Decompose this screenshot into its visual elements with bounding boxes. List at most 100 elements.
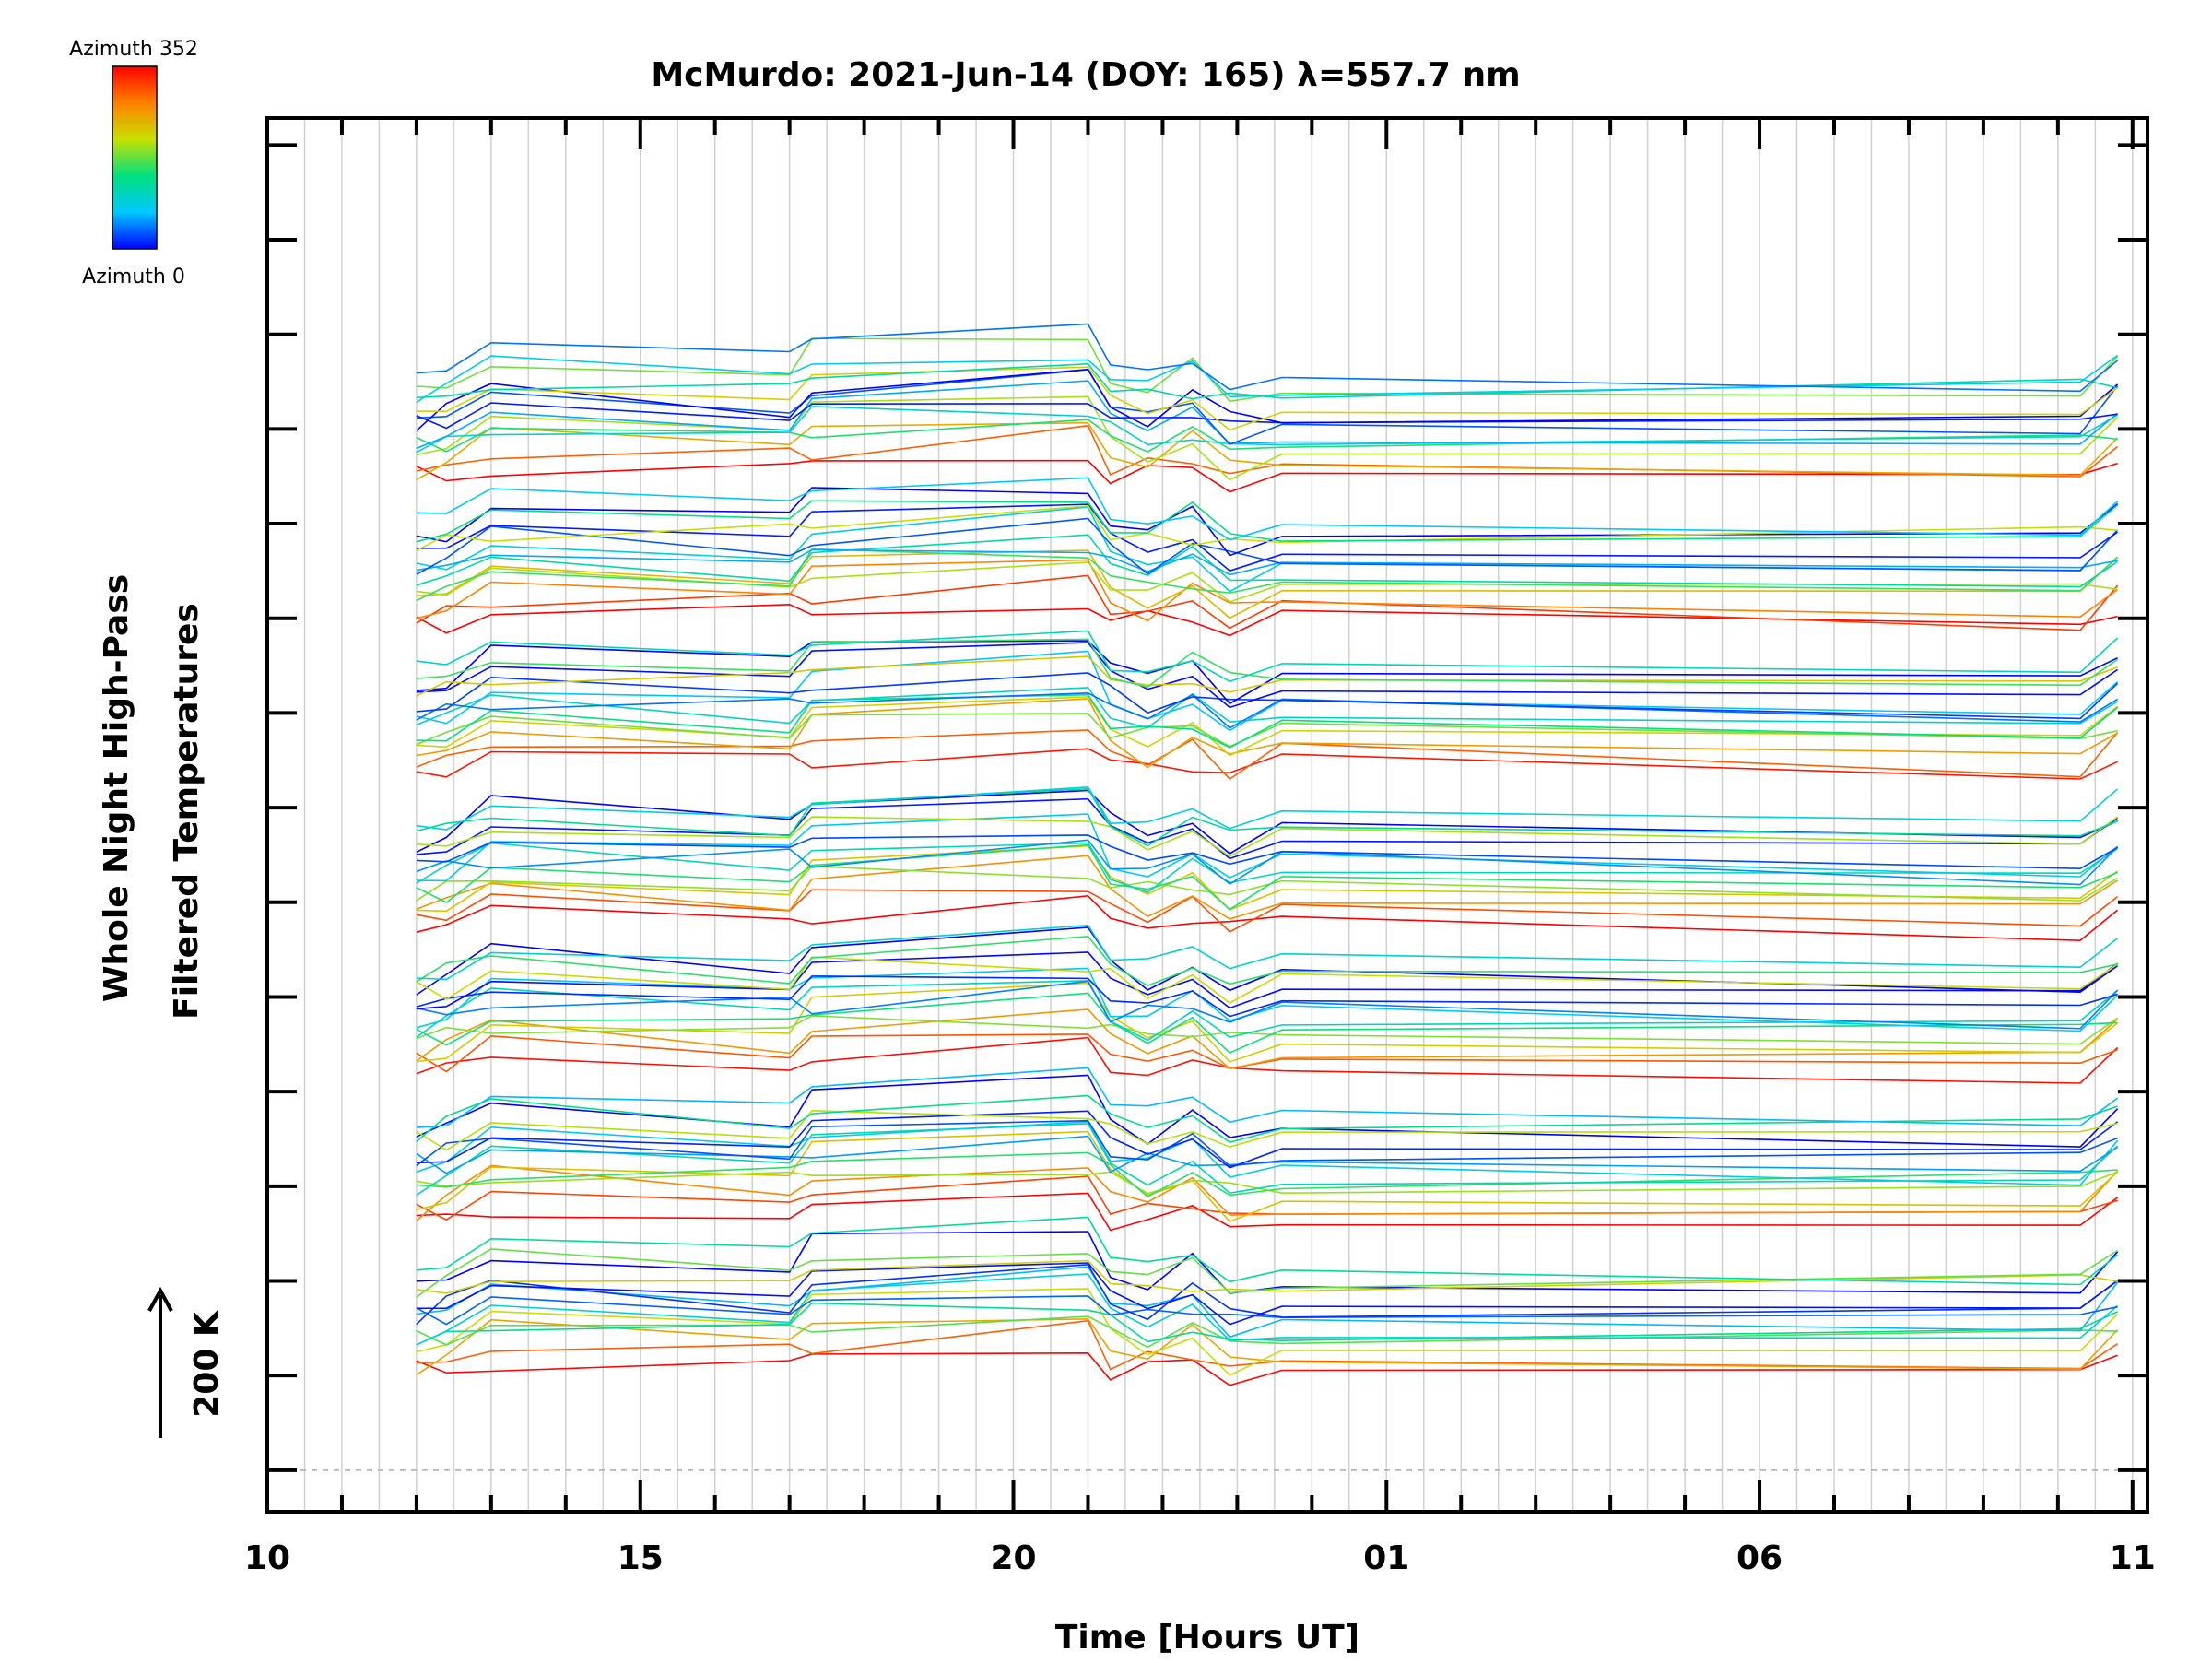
series-line — [416, 967, 2119, 1032]
series-line — [416, 855, 2119, 920]
series-line — [416, 1231, 2119, 1294]
scale-arrow — [147, 1286, 173, 1438]
series-line — [416, 1015, 2119, 1045]
series-line — [416, 1110, 2119, 1169]
y-axis-label-line1: Whole Night High-Pass — [98, 574, 135, 1002]
series-line — [416, 844, 2119, 913]
series-line — [416, 1130, 2119, 1223]
series-line — [416, 504, 2118, 552]
series-line — [416, 1263, 2119, 1325]
series-line — [416, 1319, 2119, 1371]
colorbar-label-top: Azimuth 352 — [69, 38, 198, 61]
series-line — [416, 1109, 2118, 1151]
series-line — [416, 500, 2119, 543]
x-tick-label: 11 — [2110, 1539, 2156, 1577]
series-line — [416, 1067, 2119, 1128]
series-line — [416, 561, 2118, 603]
series-line — [416, 548, 2119, 602]
series-line — [416, 1248, 2119, 1298]
series-lines — [416, 323, 2119, 1386]
series-line — [416, 1151, 2118, 1198]
chart-title: McMurdo: 2021-Jun-14 (DOY: 165) λ=557.7 … — [651, 56, 1520, 94]
series-line — [416, 834, 2118, 870]
series-line — [416, 368, 2119, 431]
series-line — [416, 630, 2119, 683]
series-line — [416, 1259, 2118, 1294]
series-line — [416, 816, 2119, 857]
series-line — [416, 1164, 2119, 1221]
series-line — [416, 323, 2119, 393]
series-line — [416, 789, 2118, 855]
x-tick-label: 06 — [1736, 1539, 1783, 1577]
series-line — [416, 698, 2118, 769]
series-line — [416, 975, 2118, 1018]
series-line — [416, 640, 2118, 705]
series-line — [416, 1135, 2119, 1174]
x-axis-label: Time [Hours UT] — [1055, 1619, 1359, 1657]
series-line — [416, 1273, 2119, 1346]
series-line — [416, 951, 2119, 1010]
series-line — [416, 559, 2119, 622]
series-line — [416, 693, 2119, 749]
series-line — [416, 337, 2119, 403]
series-line — [416, 574, 2119, 631]
x-tick-label: 20 — [990, 1539, 1036, 1577]
series-line — [416, 813, 2119, 882]
series-line — [416, 1123, 2119, 1196]
series-line — [416, 487, 2119, 557]
series-line — [416, 889, 2119, 933]
series-line — [416, 534, 2119, 588]
series-line — [416, 424, 2119, 478]
series-line — [416, 785, 2119, 831]
series-line — [416, 477, 2119, 541]
series-line — [416, 691, 2119, 729]
series-line — [416, 865, 2119, 902]
series-line — [416, 1315, 2118, 1349]
series-line — [416, 1216, 2119, 1286]
series-line — [416, 395, 2119, 481]
series-line — [416, 787, 2118, 847]
series-line — [416, 1262, 2119, 1326]
axes: 10 15 20 01 06 11 — [244, 116, 2156, 1577]
series-line — [416, 713, 2118, 748]
series-line — [416, 362, 2118, 400]
series-line — [416, 1008, 2119, 1070]
y-axis-label-line2: Filtered Temperatures — [168, 603, 206, 1020]
series-line — [416, 935, 2118, 987]
series-line — [416, 687, 2119, 729]
series-line — [416, 1036, 2119, 1084]
series-line — [416, 406, 2119, 454]
x-tick-label: 15 — [618, 1539, 664, 1577]
colorbar — [112, 65, 158, 250]
series-line — [416, 748, 2118, 780]
series-line — [416, 1121, 2119, 1186]
series-line — [416, 419, 2118, 453]
series-line — [416, 638, 2119, 689]
series-line — [416, 1192, 2119, 1232]
series-line — [416, 380, 2119, 450]
scale-arrow-head — [147, 1286, 173, 1312]
series-line — [416, 894, 2119, 942]
series-line — [416, 1351, 2118, 1386]
series-line — [416, 980, 2119, 1030]
series-line — [416, 506, 2119, 593]
series-line — [416, 549, 2119, 619]
series-line — [416, 1317, 2119, 1376]
series-line — [416, 956, 2119, 1004]
series-line — [416, 548, 2118, 576]
plot-frame — [265, 116, 2149, 1514]
series-line — [416, 672, 2119, 720]
series-line — [416, 1033, 2118, 1073]
series-line — [416, 354, 2119, 403]
series-line — [416, 1094, 2118, 1143]
series-line — [416, 603, 2118, 637]
scale-label: 200 K — [188, 1310, 226, 1418]
colorbar-label-bottom: Azimuth 0 — [82, 265, 185, 289]
grid-lines — [267, 118, 2147, 1512]
series-line — [416, 459, 2118, 493]
series-line — [416, 924, 2119, 981]
x-tick-label: 01 — [1363, 1539, 1409, 1577]
series-line — [416, 655, 2118, 697]
